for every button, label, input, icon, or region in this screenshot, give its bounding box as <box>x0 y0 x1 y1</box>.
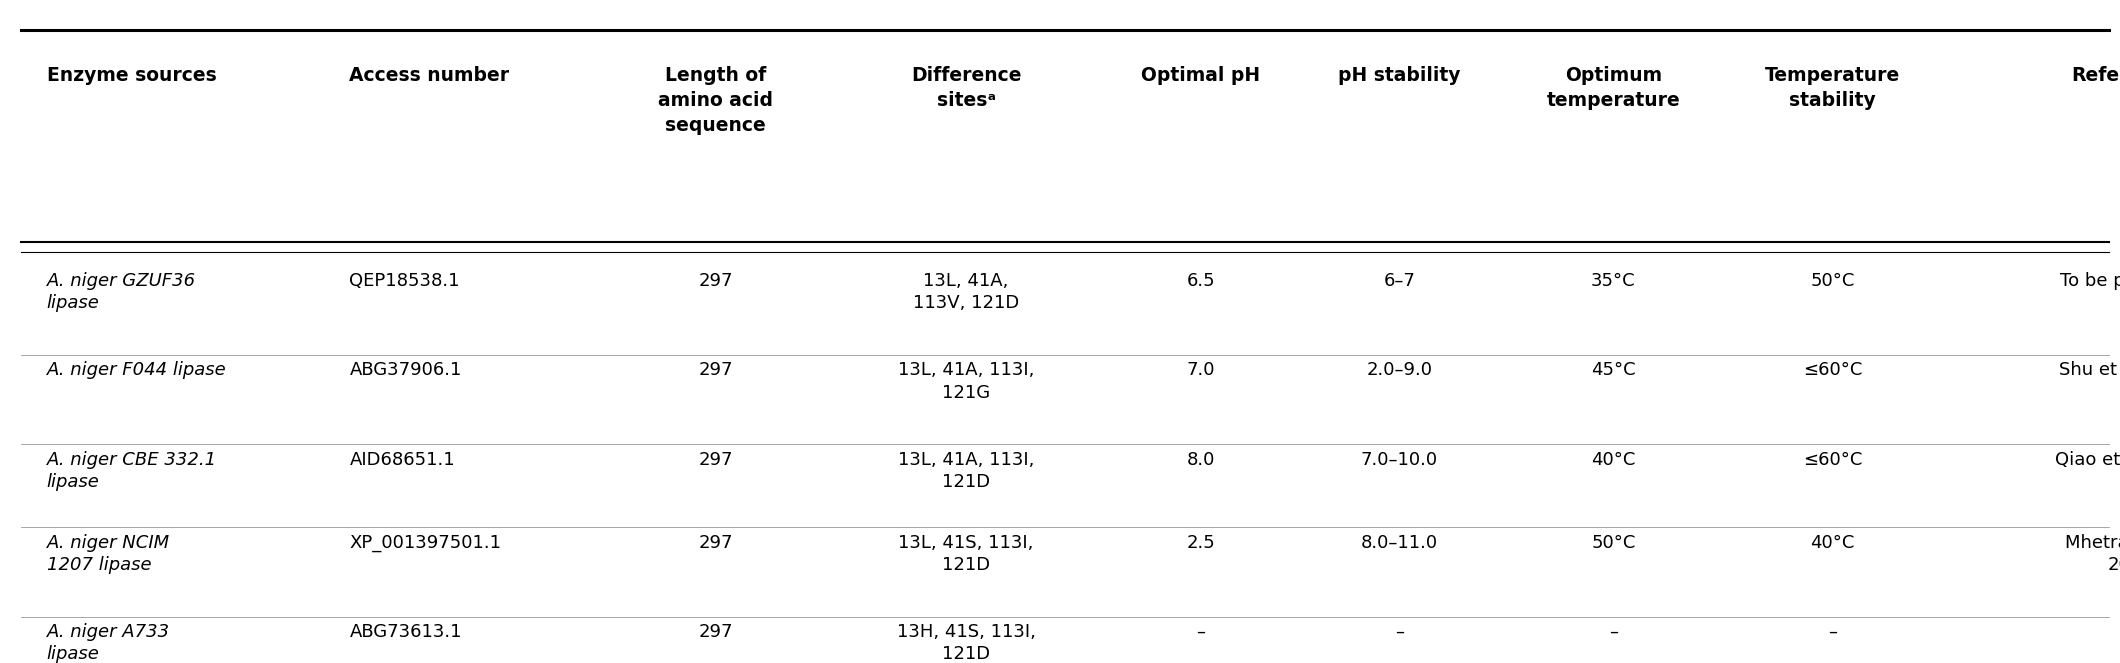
Text: Mhetras et al.,
2009: Mhetras et al., 2009 <box>2065 534 2120 574</box>
Text: 13L, 41S, 113I,
121D: 13L, 41S, 113I, 121D <box>899 534 1035 574</box>
Text: QEP18538.1: QEP18538.1 <box>350 272 460 290</box>
Text: 297: 297 <box>697 623 734 641</box>
Text: A. niger GZUF36
lipase: A. niger GZUF36 lipase <box>47 272 195 312</box>
Text: 50°C: 50°C <box>1810 272 1855 290</box>
Text: Optimum
temperature: Optimum temperature <box>1548 66 1681 110</box>
Text: Enzyme sources: Enzyme sources <box>47 66 216 86</box>
Text: Optimal pH: Optimal pH <box>1141 66 1261 86</box>
Text: Temperature
stability: Temperature stability <box>1766 66 1900 110</box>
Text: 13L, 41A,
113V, 121D: 13L, 41A, 113V, 121D <box>914 272 1020 312</box>
Text: ABG73613.1: ABG73613.1 <box>350 623 462 641</box>
Text: 6–7: 6–7 <box>1384 272 1416 290</box>
Text: Access number: Access number <box>350 66 509 86</box>
Text: XP_001397501.1: XP_001397501.1 <box>350 534 502 552</box>
Text: A. niger NCIM
1207 lipase: A. niger NCIM 1207 lipase <box>47 534 170 574</box>
Text: A. niger F044 lipase: A. niger F044 lipase <box>47 361 227 379</box>
Text: 6.5: 6.5 <box>1187 272 1215 290</box>
Text: pH stability: pH stability <box>1338 66 1461 86</box>
Text: 7.0–10.0: 7.0–10.0 <box>1361 451 1437 469</box>
Text: ABG37906.1: ABG37906.1 <box>350 361 462 379</box>
Text: 13L, 41A, 113I,
121D: 13L, 41A, 113I, 121D <box>899 451 1035 491</box>
Text: 8.0: 8.0 <box>1187 451 1215 469</box>
Text: 35°C: 35°C <box>1592 272 1637 290</box>
Text: 45°C: 45°C <box>1592 361 1637 379</box>
Text: 297: 297 <box>697 361 734 379</box>
Text: Length of
amino acid
sequence: Length of amino acid sequence <box>657 66 774 135</box>
Text: –: – <box>1395 623 1403 641</box>
Text: 297: 297 <box>697 534 734 552</box>
Text: 40°C: 40°C <box>1592 451 1637 469</box>
Text: Shu et al., 2007: Shu et al., 2007 <box>2059 361 2120 379</box>
Text: ≤60°C: ≤60°C <box>1802 451 1861 469</box>
Text: ≤60°C: ≤60°C <box>1802 361 1861 379</box>
Text: 13L, 41A, 113I,
121G: 13L, 41A, 113I, 121G <box>899 361 1035 402</box>
Text: A. niger CBE 332.1
lipase: A. niger CBE 332.1 lipase <box>47 451 216 491</box>
Text: 297: 297 <box>697 451 734 469</box>
Text: –: – <box>1196 623 1206 641</box>
Text: 8.0–11.0: 8.0–11.0 <box>1361 534 1437 552</box>
Text: Qiao et al., 2017: Qiao et al., 2017 <box>2054 451 2120 469</box>
Text: To be published: To be published <box>2061 272 2120 290</box>
Text: 2.0–9.0: 2.0–9.0 <box>1367 361 1433 379</box>
Text: 13H, 41S, 113I,
121D: 13H, 41S, 113I, 121D <box>897 623 1035 663</box>
Text: –: – <box>1609 623 1618 641</box>
Text: 2.5: 2.5 <box>1187 534 1215 552</box>
Text: –: – <box>1827 623 1838 641</box>
Text: References: References <box>2071 66 2120 86</box>
Text: 297: 297 <box>697 272 734 290</box>
Text: AID68651.1: AID68651.1 <box>350 451 456 469</box>
Text: A. niger A733
lipase: A. niger A733 lipase <box>47 623 170 663</box>
Text: 40°C: 40°C <box>1810 534 1855 552</box>
Text: 7.0: 7.0 <box>1187 361 1215 379</box>
Text: Difference
sitesᵃ: Difference sitesᵃ <box>912 66 1022 110</box>
Text: 50°C: 50°C <box>1592 534 1637 552</box>
